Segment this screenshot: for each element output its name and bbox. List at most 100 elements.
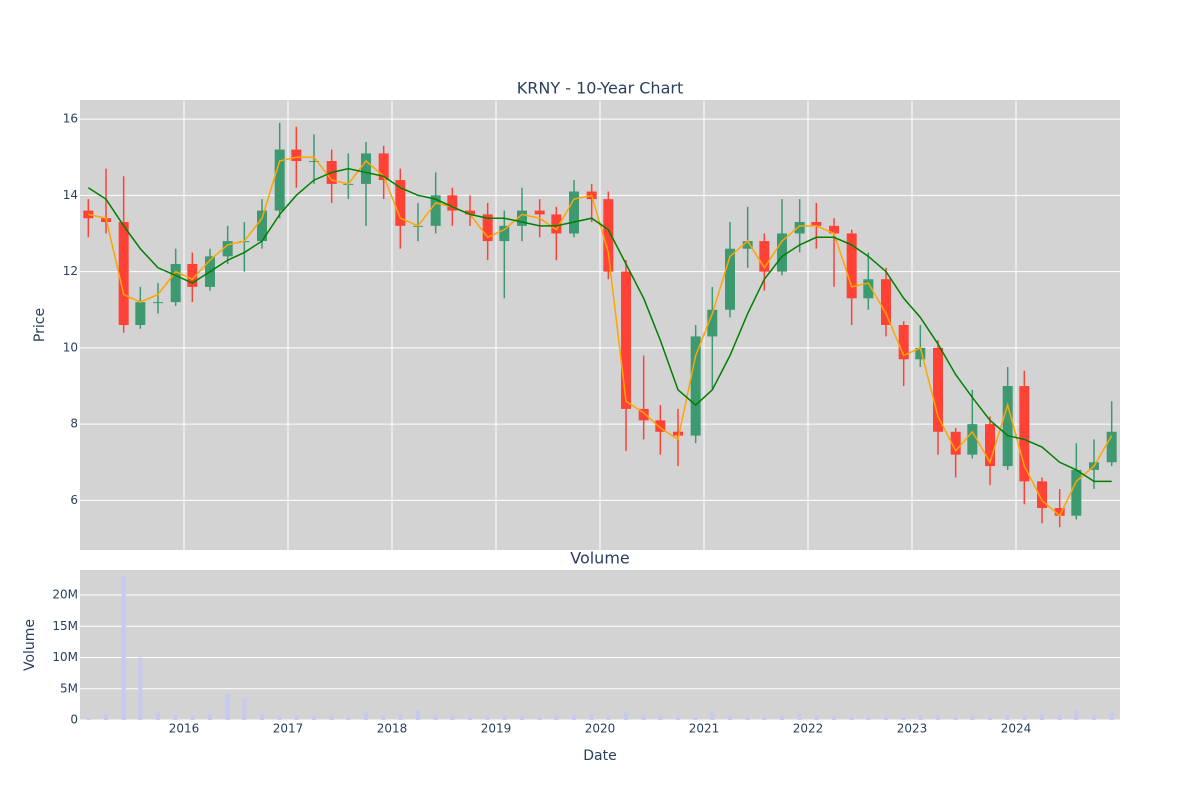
y-tick-label: 20M	[52, 588, 78, 602]
volume-bar	[433, 715, 438, 720]
volume-bar	[1040, 714, 1044, 720]
candle-body	[1019, 386, 1030, 482]
volume-bar	[1022, 715, 1027, 720]
candle-body	[534, 210, 545, 215]
volume-bar	[1109, 712, 1114, 720]
volume-bar	[849, 716, 854, 720]
x-tick-label: 2021	[689, 722, 720, 736]
candle-body	[361, 153, 371, 184]
candle-body	[257, 210, 267, 242]
volume-bar	[953, 716, 958, 720]
volume-bar	[537, 716, 542, 720]
volume-bar	[988, 716, 992, 720]
candle-body	[1037, 481, 1047, 509]
volume-bar	[572, 715, 576, 720]
volume-bar	[728, 716, 732, 720]
volume-bar	[624, 712, 628, 720]
volume-bar	[745, 716, 750, 720]
candle-body	[569, 191, 579, 234]
x-tick-label: 2019	[481, 722, 512, 736]
candle-body	[759, 241, 770, 272]
volume-bar	[190, 715, 195, 720]
candle-body	[881, 279, 891, 325]
volume-bar	[1092, 715, 1096, 720]
volume-bar	[225, 693, 230, 720]
candle-body	[985, 424, 995, 467]
y-tick-label: 10M	[52, 650, 78, 664]
volume-bar	[312, 716, 316, 720]
volume-bar	[277, 716, 282, 720]
candle-body	[967, 424, 978, 455]
y-axis-label: Price	[32, 308, 48, 342]
x-tick-label: 2022	[793, 722, 824, 736]
volume-bar	[641, 715, 646, 720]
moving-average-line	[87, 167, 1112, 483]
x-tick-label: 2023	[897, 722, 928, 736]
candle-body	[829, 225, 839, 234]
candle-body	[1054, 508, 1065, 516]
volume-bar	[364, 712, 368, 720]
volume-bar	[1074, 710, 1079, 720]
candle-body	[83, 210, 94, 219]
candle-body	[465, 210, 475, 215]
volume-bar	[866, 716, 871, 720]
volume-bar	[658, 716, 663, 720]
y-tick-label: 15M	[52, 619, 78, 633]
candle-body	[551, 214, 562, 234]
volume-bar	[208, 714, 212, 720]
candle-body	[135, 302, 146, 325]
volume-bar	[121, 576, 126, 720]
candle-body	[170, 263, 181, 303]
candle-body	[499, 225, 510, 242]
y-tick-label: 16	[63, 112, 78, 126]
volume-bar	[520, 716, 524, 720]
x-axis-label: Date	[583, 748, 616, 764]
candle-body	[638, 408, 649, 421]
candle-body	[742, 241, 753, 249]
volume-title: Volume	[570, 549, 630, 568]
y-tick-label: 6	[70, 493, 78, 507]
candle-body	[291, 149, 302, 162]
volume-bar	[398, 714, 403, 720]
volume-bar	[346, 716, 351, 720]
y-axis-label: Volume	[22, 619, 38, 671]
y-tick-label: 12	[63, 264, 78, 278]
candle-body	[725, 248, 735, 310]
candle-body	[621, 271, 631, 409]
candle-body	[811, 222, 822, 226]
volume-bar	[260, 714, 264, 720]
candle-body	[1071, 469, 1082, 516]
volume-bar	[780, 716, 784, 720]
y-tick-label: 8	[70, 417, 78, 431]
volume-bar	[797, 713, 802, 720]
candle-body	[222, 241, 233, 257]
x-tick-label: 2017	[273, 722, 304, 736]
volume-bar	[901, 716, 906, 720]
candle-body	[673, 431, 683, 436]
candle-body	[863, 279, 874, 299]
candle-body	[707, 309, 718, 337]
volume-bar	[502, 715, 507, 720]
volume-bar	[173, 715, 178, 720]
volume-plot-area	[80, 570, 1120, 720]
candle-body	[655, 420, 666, 432]
candle-body	[933, 347, 943, 432]
candle-body	[898, 325, 909, 360]
volume-bar	[676, 716, 680, 720]
volume-bar	[381, 715, 386, 720]
volume-bar	[970, 716, 975, 720]
candle-body	[915, 347, 926, 360]
candle-body	[950, 431, 961, 455]
candle-body	[153, 302, 163, 304]
volume-bar	[138, 657, 143, 720]
y-tick-label: 5M	[60, 681, 78, 695]
candle-body	[794, 222, 805, 234]
volume-bar	[1057, 715, 1062, 720]
x-tick-label: 2024	[1001, 722, 1032, 736]
candle-body	[517, 210, 527, 226]
volume-bar	[1005, 715, 1010, 720]
y-tick-label: 0	[70, 713, 78, 727]
candle-body	[1002, 386, 1013, 467]
volume-bar	[86, 717, 91, 720]
